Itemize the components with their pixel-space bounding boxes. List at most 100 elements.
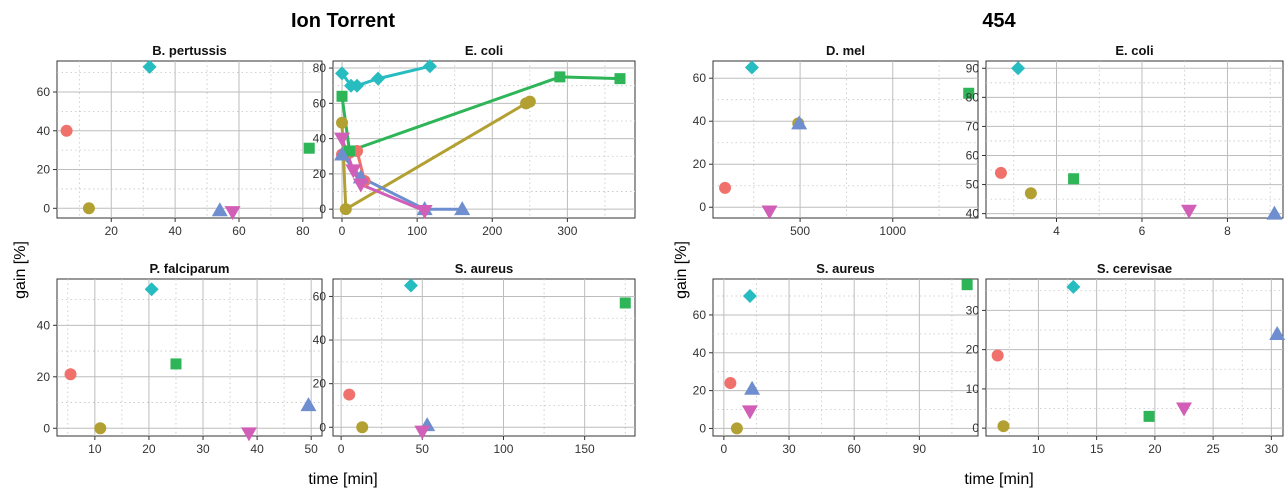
y-tick-label: 80 [966, 90, 980, 104]
y-tick-label: 30 [966, 303, 980, 317]
panel-frame [56, 278, 323, 437]
y-tick-label: 0 [699, 421, 706, 435]
x-tick-label: 90 [913, 442, 927, 456]
data-point-blue-triangle-up [1266, 205, 1283, 220]
y-tick-label: 0 [319, 202, 326, 216]
y-tick-label: 20 [313, 377, 327, 391]
y-tick-label: 40 [693, 346, 707, 360]
y-tick-label: 60 [693, 71, 707, 85]
panel-title: B. pertussis [152, 43, 226, 58]
x-tick-label: 50 [416, 442, 430, 456]
data-point-magenta-triangle-down [761, 205, 778, 220]
y-tick-label: 20 [37, 163, 51, 177]
data-point-blue-triangle-up [211, 202, 228, 217]
x-tick-label: 1000 [879, 224, 906, 238]
x-tick-label: 6 [1139, 224, 1146, 238]
x-tick-label: 15 [1090, 442, 1104, 456]
x-tick-label: 10 [1032, 442, 1046, 456]
data-point-circle-circle [64, 368, 77, 381]
data-point-green-square [614, 73, 626, 85]
data-point-magenta-triangle-down [414, 425, 431, 440]
x-tick-label: 30 [782, 442, 796, 456]
y-tick-label: 60 [693, 308, 707, 322]
panel-frame [332, 278, 636, 437]
x-tick-label: 20 [142, 442, 156, 456]
data-point-olive-circle [523, 95, 536, 108]
panel-title: P. falciparum [150, 261, 230, 276]
y-tick-label: 0 [43, 421, 50, 435]
x-tick-label: 150 [575, 442, 595, 456]
data-point-blue-triangle-up [454, 201, 471, 216]
x-tick-label: 40 [250, 442, 264, 456]
panel-1: B. pertussis 20 40 60 80 0 20 40 60 [37, 43, 323, 238]
data-point-green-square [303, 142, 315, 154]
y-tick-label: 60 [313, 289, 327, 303]
data-point-olive-circle [82, 202, 95, 215]
data-point-magenta-triangle-down [352, 178, 369, 193]
x-tick-label: 200 [482, 224, 502, 238]
x-tick-label: 0 [338, 442, 345, 456]
y-axis-title-right: gain [%] [673, 241, 690, 299]
section-title-ion-torrent: Ion Torrent [291, 10, 395, 32]
data-point-green-square [554, 71, 566, 83]
y-tick-label: 0 [972, 421, 979, 435]
x-tick-label: 25 [1206, 442, 1220, 456]
x-tick-label: 60 [232, 224, 246, 238]
data-point-green-square [961, 279, 973, 291]
x-tick-label: 30 [196, 442, 210, 456]
y-tick-label: 20 [37, 370, 51, 384]
x-tick-label: 40 [168, 224, 182, 238]
y-tick-label: 20 [966, 343, 980, 357]
data-point-magenta-triangle-down [224, 206, 241, 221]
data-point-cyan-diamond [371, 71, 386, 86]
panel-title: E. coli [1115, 43, 1153, 58]
y-tick-label: 40 [37, 318, 51, 332]
data-point-magenta-triangle-down [240, 427, 257, 442]
panel-7: S. aureus 0 30 60 90 0 20 40 60 [693, 261, 979, 456]
y-tick-label: 60 [313, 96, 327, 110]
data-point-green-square [344, 145, 356, 157]
data-point-cyan-diamond [350, 78, 365, 93]
panel-title: S. aureus [816, 261, 875, 276]
data-point-magenta-triangle-down [416, 204, 433, 219]
x-tick-label: 8 [1224, 224, 1231, 238]
data-point-olive-circle [336, 116, 349, 129]
data-point-olive-circle [1024, 187, 1037, 200]
x-tick-label: 4 [1053, 224, 1060, 238]
x-tick-label: 20 [1148, 442, 1162, 456]
data-point-olive-circle [339, 203, 352, 216]
data-point-cyan-diamond [744, 60, 759, 75]
data-point-olive-circle [997, 420, 1010, 433]
y-tick-label: 40 [37, 124, 51, 138]
panel-frame [712, 60, 979, 219]
data-point-circle-circle [719, 181, 732, 194]
panel-4: S. aureus 0 50 100 150 0 20 40 60 [313, 261, 636, 456]
data-point-magenta-triangle-down [1180, 204, 1197, 219]
x-tick-label: 0 [339, 224, 346, 238]
data-point-blue-triangle-up [791, 115, 808, 130]
data-point-olive-circle [356, 421, 369, 434]
y-tick-label: 60 [966, 148, 980, 162]
x-tick-label: 100 [493, 442, 513, 456]
data-point-cyan-diamond [403, 278, 418, 293]
x-tick-label: 500 [790, 224, 810, 238]
data-point-cyan-diamond [1066, 279, 1081, 294]
x-tick-label: 0 [721, 442, 728, 456]
y-tick-label: 40 [966, 207, 980, 221]
panel-2: E. coli 0 100 200 300 0 20 40 60 80 [313, 43, 636, 238]
x-tick-label: 10 [88, 442, 102, 456]
x-axis-title-right: time [min] [964, 471, 1033, 488]
panel-6: E. coli 4 6 8 40 50 60 70 80 90 [966, 43, 1284, 238]
panel-frame [56, 60, 323, 219]
data-point-circle-circle [343, 388, 356, 401]
panel-frame [985, 278, 1284, 437]
panel-title: S. cerevisae [1097, 261, 1172, 276]
data-point-green-square [336, 90, 348, 102]
y-tick-label: 0 [699, 200, 706, 214]
data-point-cyan-diamond [335, 66, 350, 81]
y-tick-label: 20 [693, 157, 707, 171]
data-point-cyan-diamond [1011, 61, 1026, 76]
